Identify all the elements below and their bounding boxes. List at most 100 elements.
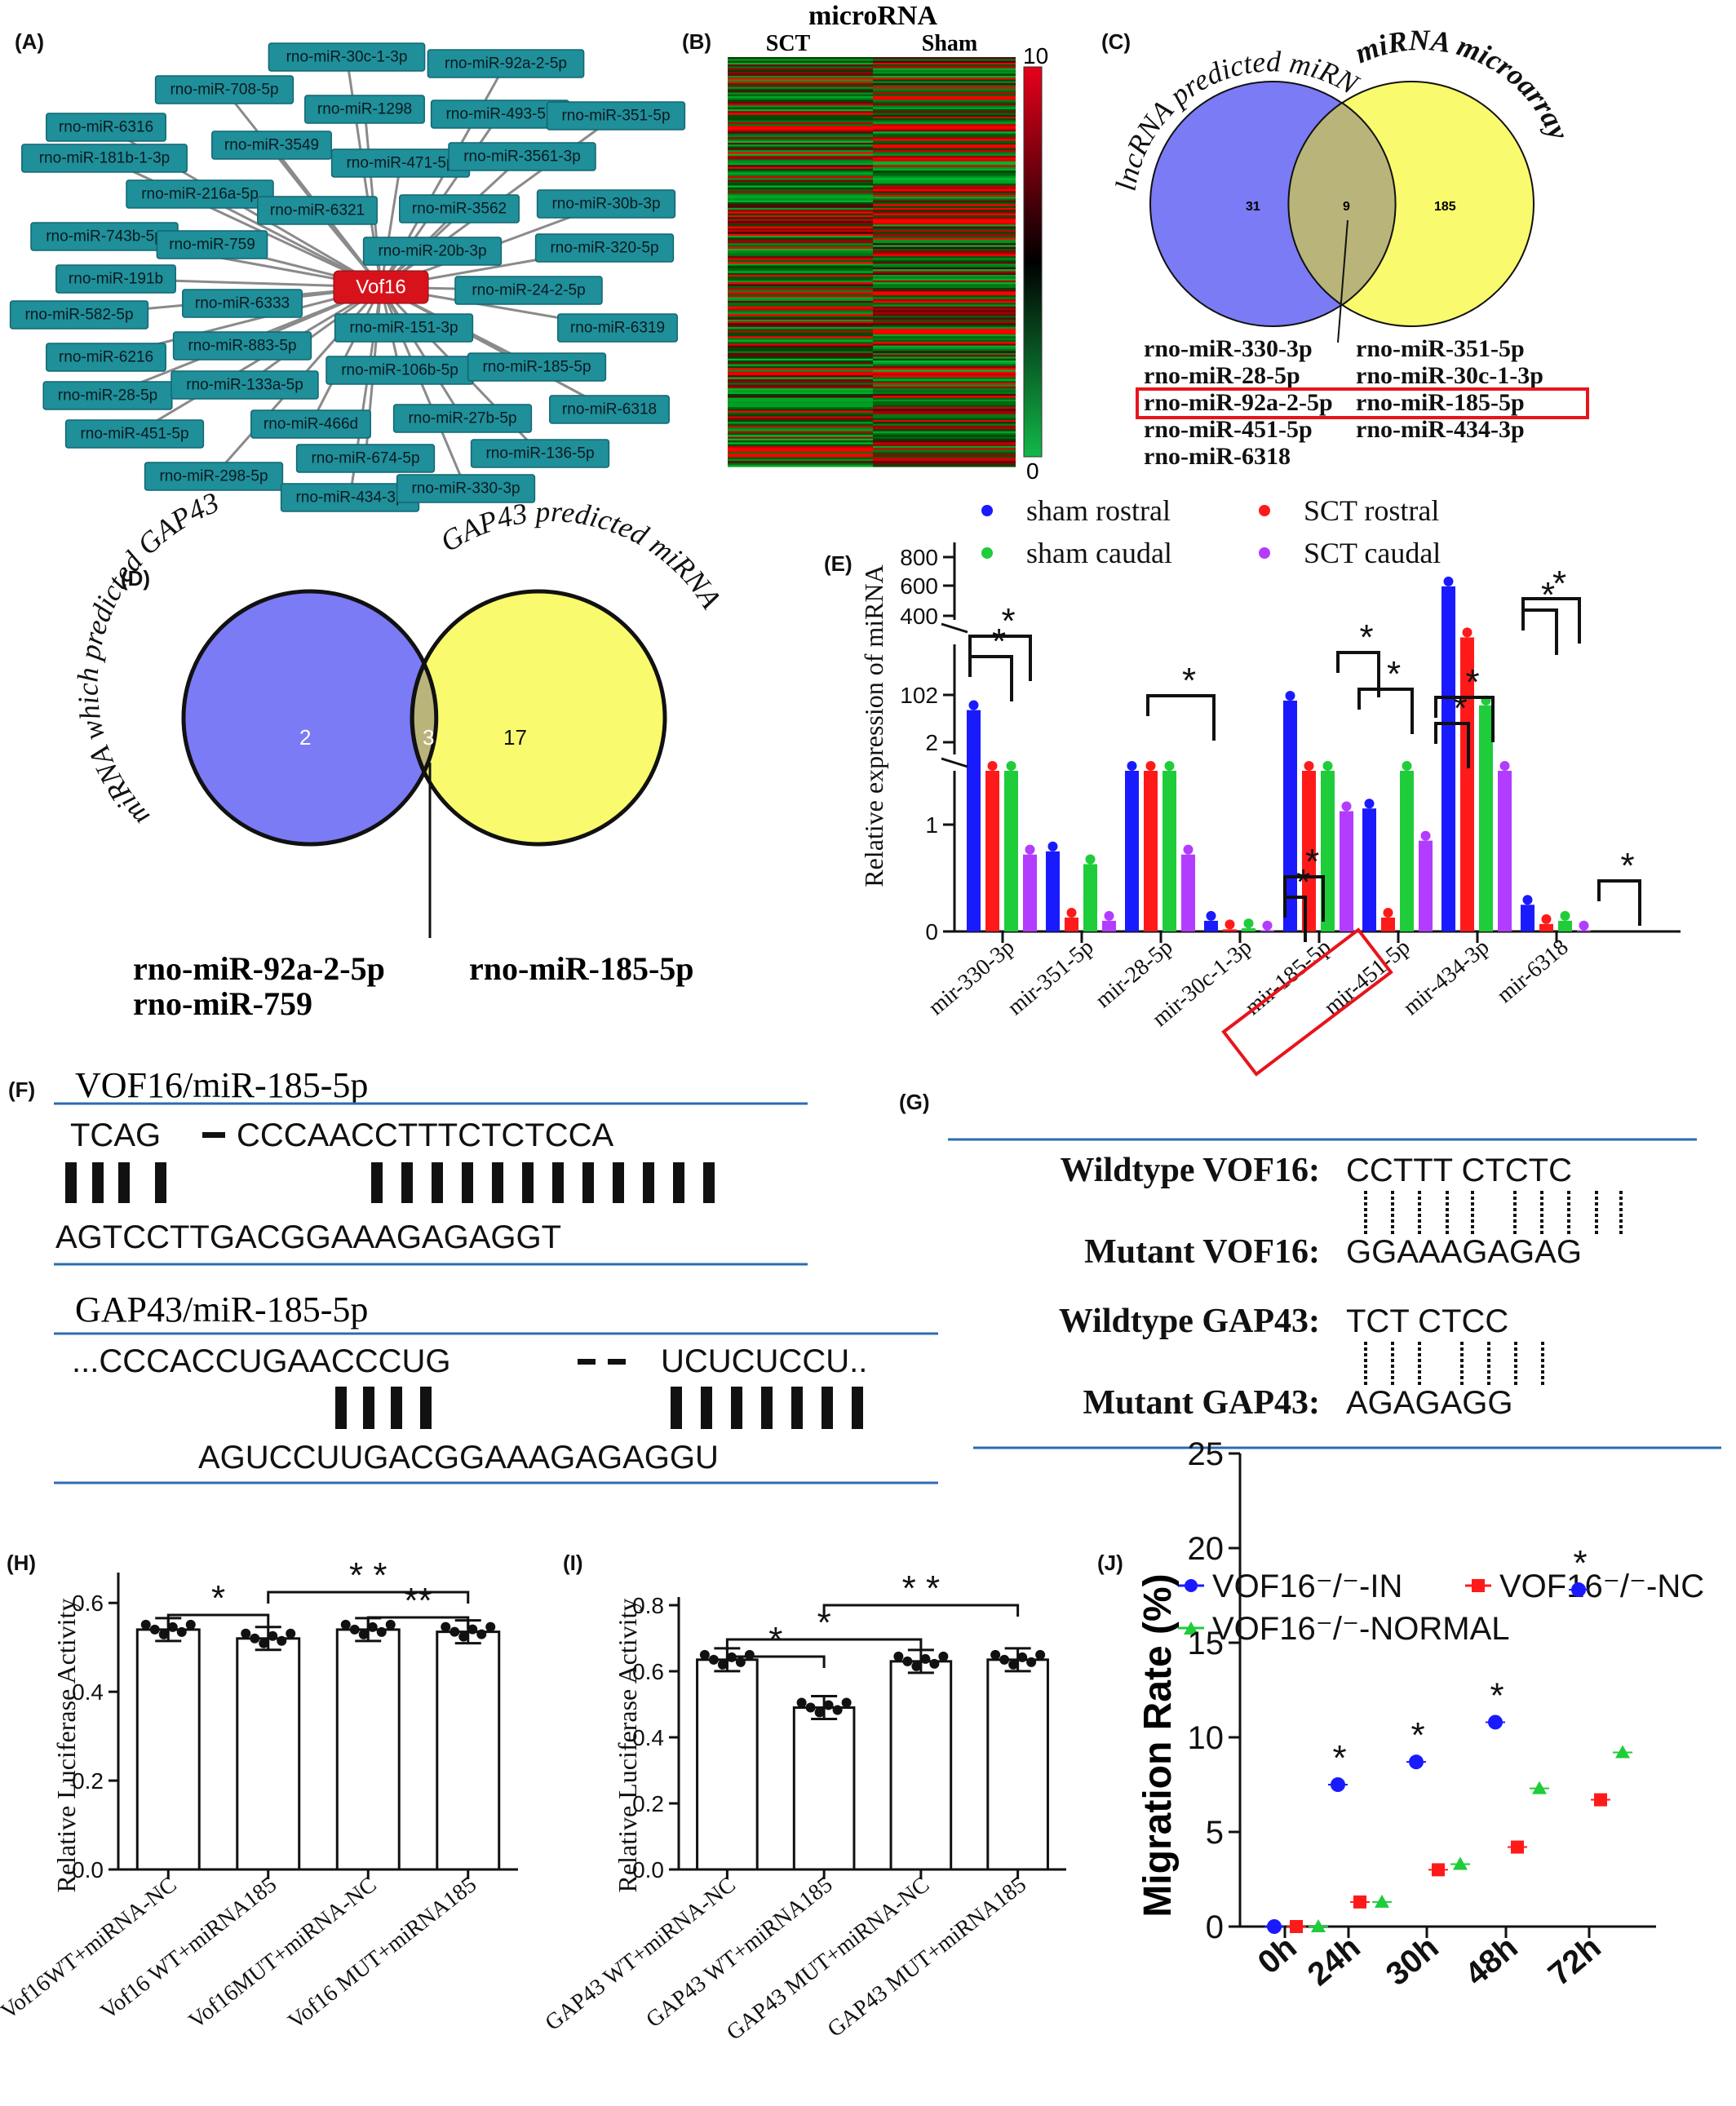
network-node-label: rno-miR-20b-3p	[378, 243, 486, 260]
heatmap-cell	[728, 148, 873, 151]
data-point	[1331, 1777, 1345, 1792]
heatmap-cell	[728, 308, 873, 311]
seq-vof16-mir: AGTCCTTGACGGAAAGAGAGGT	[55, 1219, 561, 1255]
heatmap-cell	[873, 342, 1016, 344]
data-point	[1462, 627, 1472, 638]
base-pair-bar	[731, 1387, 742, 1429]
heatmap-cell	[873, 263, 1016, 267]
heatmap-cell	[873, 371, 1016, 374]
bar	[1539, 923, 1553, 931]
g-row-wt-gap43-seq: TCT CTCC	[1346, 1303, 1508, 1339]
network-node: rno-miR-191b	[55, 264, 176, 294]
heatmap-cell	[873, 457, 1016, 460]
heatmap-cell	[873, 445, 1016, 449]
heatmap-cell	[728, 181, 873, 184]
data-point	[1420, 830, 1431, 841]
base-pair-bar	[65, 1162, 77, 1203]
heatmap-cell	[873, 378, 1016, 382]
heatmap-cell	[728, 316, 873, 319]
panel-f-title-2: GAP43/miR-185-5p	[75, 1290, 368, 1330]
mutation-link	[1460, 1347, 1464, 1351]
heatmap-cell	[873, 326, 1016, 330]
significance-bracket	[1357, 688, 1414, 734]
heatmap-cell	[728, 306, 873, 309]
heatmap-cell	[873, 409, 1016, 412]
network-node: rno-miR-6319	[557, 313, 678, 343]
venn-c-list: rno-miR-330-3p rno-miR-351-5p rno-miR-28…	[1144, 335, 1543, 470]
venn-d-nboth: 3	[423, 725, 434, 750]
network-node: rno-miR-181b-1-3p	[21, 144, 188, 173]
heatmap-cell	[728, 427, 873, 430]
network-node: rno-miR-27b-5p	[392, 404, 533, 433]
heatmap-cell	[873, 373, 1016, 376]
network-node: rno-miR-471-5p	[330, 148, 471, 178]
network-node-label: rno-miR-30c-1-3p	[286, 49, 408, 66]
heatmap-cell	[873, 146, 1016, 149]
heatmap-cell	[728, 150, 873, 153]
heatmap-cell	[873, 329, 1016, 332]
heatmap-cell	[873, 364, 1016, 367]
mutation-link	[1567, 1191, 1570, 1194]
network-node: rno-miR-298-5p	[144, 462, 284, 491]
data-point	[1341, 801, 1352, 812]
heatmap-cell	[873, 100, 1016, 103]
network-node: rno-miR-136-5p	[470, 439, 610, 468]
base-pair-bar	[155, 1162, 166, 1203]
network-node-label: rno-miR-6319	[570, 320, 665, 337]
heatmap-cell	[873, 101, 1016, 104]
network-node-box	[304, 95, 425, 124]
heatmap-cell	[873, 137, 1016, 139]
heatmap-cell	[873, 461, 1016, 464]
data-point	[358, 1629, 369, 1639]
y-tick-label: 0.6	[632, 1659, 664, 1684]
heatmap-col-sham: Sham	[922, 31, 977, 56]
panel-i-ylabel: Relative Luciferase Activity	[613, 1599, 642, 1893]
data-point	[929, 1658, 940, 1669]
heatmap-cell	[728, 139, 873, 142]
heatmap-cell	[873, 233, 1016, 237]
significance-star: * *	[349, 1555, 387, 1595]
data-point	[176, 1626, 187, 1637]
panel-e-label: (E)	[824, 551, 852, 576]
heatmap-cell	[873, 249, 1016, 251]
heatmap-cell	[728, 293, 873, 296]
mutation-link	[1418, 1208, 1421, 1211]
heatmap-cell	[728, 68, 873, 71]
heatmap-cell	[873, 178, 1016, 181]
heatmap-cell	[728, 213, 873, 216]
heatmap-cell	[728, 267, 873, 270]
heatmap-cell	[873, 332, 1016, 335]
heatmap-cell	[728, 448, 873, 451]
data-point	[241, 1628, 251, 1639]
significance-star: *	[1182, 661, 1196, 701]
network-node-label: rno-miR-106b-5p	[341, 362, 458, 379]
mutation-link	[1567, 1214, 1570, 1217]
heatmap-cell	[728, 201, 873, 205]
heatmap-cell	[728, 185, 873, 188]
heatmap-cell	[873, 213, 1016, 216]
network-node: rno-miR-6216	[46, 343, 166, 372]
mutation-link	[1514, 1365, 1517, 1368]
mutation-link	[1364, 1197, 1367, 1200]
heatmap-cell	[873, 166, 1016, 170]
legend-marker	[1259, 505, 1270, 516]
y-tick-label: 0.6	[72, 1591, 104, 1616]
heatmap-cell	[728, 194, 873, 197]
mutation-link	[1619, 1225, 1623, 1228]
heatmap-cell	[728, 62, 873, 65]
heatmap-cell	[873, 458, 1016, 462]
base-pair-bar	[701, 1387, 712, 1429]
mutation-link	[1418, 1365, 1421, 1368]
heatmap-cell	[873, 155, 1016, 158]
heatmap-cell	[873, 338, 1016, 341]
network-node-label: rno-miR-191b	[69, 271, 163, 288]
mutation-link	[1446, 1231, 1449, 1234]
heatmap-cell	[728, 338, 873, 341]
heatmap-cell	[873, 94, 1016, 97]
heatmap-cell	[873, 165, 1016, 168]
heatmap-cell	[873, 418, 1016, 421]
heatmap-cell	[873, 86, 1016, 90]
base-pair-bar	[420, 1387, 432, 1429]
data-point	[796, 1697, 807, 1708]
network-node: rno-miR-30b-3p	[536, 189, 676, 219]
